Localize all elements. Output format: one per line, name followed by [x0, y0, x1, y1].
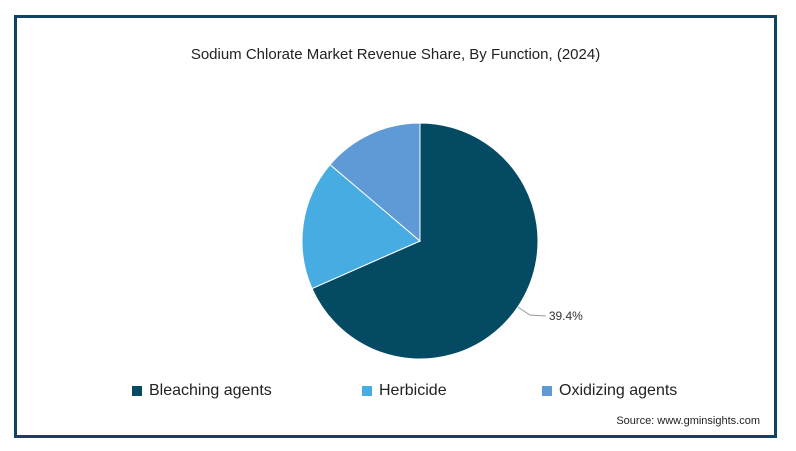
source-note: Source: www.gminsights.com: [616, 415, 760, 427]
legend-swatch: [132, 386, 142, 396]
legend-label: Oxidizing agents: [559, 382, 678, 399]
legend: Bleaching agents Herbicide Oxidizing age…: [17, 382, 774, 402]
chart-title: Sodium Chlorate Market Revenue Share, By…: [190, 46, 601, 63]
data-label-leader-line: [517, 306, 546, 317]
legend-swatch: [362, 386, 372, 396]
pie-slice-oxidizing-agents: [329, 122, 421, 243]
legend-item-oxidizing-agents: Oxidizing agents: [542, 382, 677, 400]
legend-label: Herbicide: [379, 382, 447, 399]
legend-swatch: [542, 386, 552, 396]
pie-slice-herbicide: [301, 163, 421, 290]
legend-label: Bleaching agents: [149, 382, 272, 399]
chart-frame: Sodium Chlorate Market Revenue Share, By…: [14, 15, 777, 438]
legend-item-herbicide: Herbicide: [362, 382, 447, 400]
pie-chart: 39.4%: [301, 122, 583, 360]
legend-item-bleaching-agents: Bleaching agents: [132, 382, 272, 400]
data-label: 39.4%: [549, 309, 583, 323]
pie-slice-bleaching-agents: [311, 122, 539, 360]
